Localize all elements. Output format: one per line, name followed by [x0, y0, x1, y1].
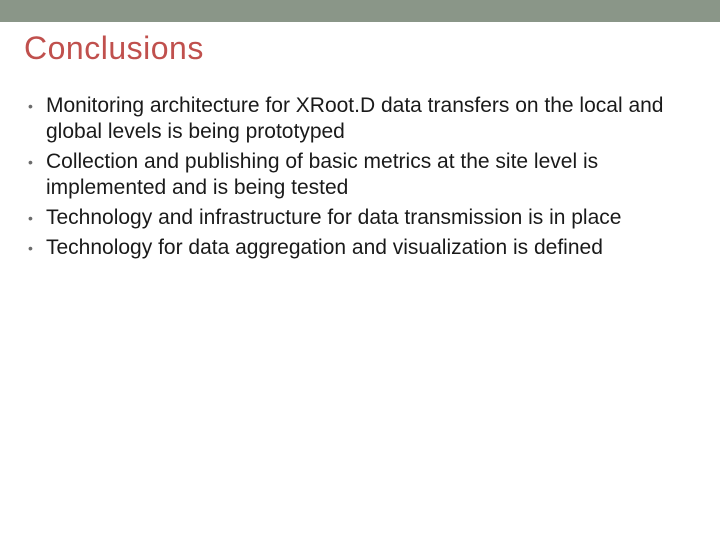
list-item: Monitoring architecture for XRoot.D data… [28, 93, 690, 145]
slide-title: Conclusions [0, 22, 720, 83]
list-item: Technology for data aggregation and visu… [28, 235, 690, 261]
top-accent-bar [0, 0, 720, 22]
bullet-text: Technology and infrastructure for data t… [46, 206, 621, 229]
bullet-text: Monitoring architecture for XRoot.D data… [46, 94, 664, 143]
list-item: Collection and publishing of basic metri… [28, 149, 690, 201]
slide-content: Monitoring architecture for XRoot.D data… [0, 83, 720, 261]
bullet-text: Collection and publishing of basic metri… [46, 150, 598, 199]
bullet-list: Monitoring architecture for XRoot.D data… [28, 93, 690, 261]
slide: Conclusions Monitoring architecture for … [0, 0, 720, 540]
bullet-text: Technology for data aggregation and visu… [46, 236, 603, 259]
list-item: Technology and infrastructure for data t… [28, 205, 690, 231]
